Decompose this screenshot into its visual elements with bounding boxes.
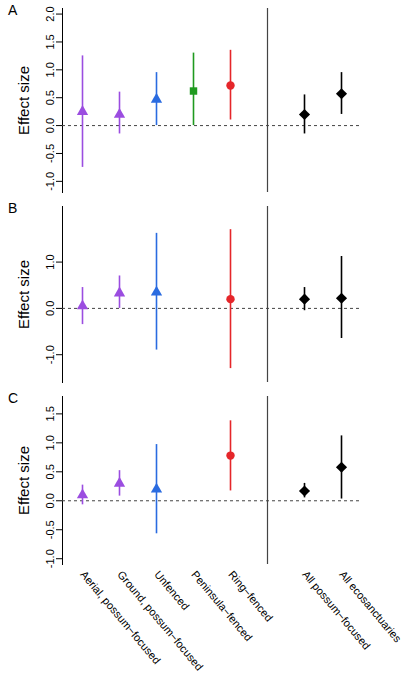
svg-text:0.0: 0.0 [44,493,56,508]
svg-text:Effect size: Effect size [15,66,32,135]
svg-text:Effect size: Effect size [15,446,32,515]
svg-text:-0.5: -0.5 [44,520,56,539]
svg-text:1.0: 1.0 [44,254,56,269]
svg-text:Aerial, possum−focused: Aerial, possum−focused [78,568,164,667]
svg-text:0.0: 0.0 [44,301,56,316]
svg-text:2.0: 2.0 [44,6,56,21]
svg-text:Ring−fenced: Ring−fenced [226,568,275,623]
svg-text:0.0: 0.0 [44,118,56,133]
svg-text:Ground, possum−focused: Ground, possum−focused [115,568,205,672]
html-text:B: B [8,200,18,216]
svg-text:Effect size: Effect size [15,260,32,329]
svg-text:Unfenced: Unfenced [152,568,191,612]
svg-text:0.5: 0.5 [44,90,56,105]
svg-text:-1.0: -1.0 [44,549,56,568]
svg-text:1.0: 1.0 [44,435,56,450]
svg-text:-1.0: -1.0 [44,172,56,191]
html-text:C: C [8,390,19,406]
svg-text:1.0: 1.0 [44,62,56,77]
svg-text:Peninsula−fenced: Peninsula−fenced [189,568,255,644]
svg-text:-0.5: -0.5 [44,144,56,163]
svg-text:All ecosanctuaries: All ecosanctuaries [337,568,404,644]
html-text:A: A [8,2,18,18]
svg-text:1.5: 1.5 [44,406,56,421]
svg-text:0.5: 0.5 [44,464,56,479]
svg-text:1.5: 1.5 [44,34,56,49]
svg-text:-1.0: -1.0 [44,345,56,364]
svg-text:All possum−focused: All possum−focused [300,568,373,651]
